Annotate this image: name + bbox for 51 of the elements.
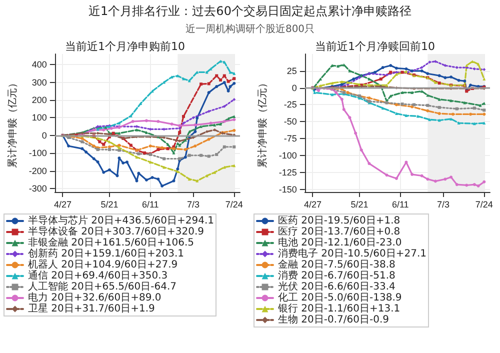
y-tick-label: 100: [32, 112, 47, 123]
x-tick-label: 7/3: [436, 200, 450, 210]
x-tick-label: 4/27: [304, 200, 322, 210]
legend-label: 机器人 20日+104.9/60日+27.9: [28, 258, 178, 270]
y-tick-label: -200: [28, 166, 47, 176]
y-tick-label: -100: [278, 150, 297, 160]
legend-label: 卫星 20日+31.7/60日+1.9: [28, 304, 155, 314]
y-tick-label: -125: [278, 167, 297, 178]
y-tick-label: -75: [284, 134, 297, 144]
chart-title: 当前近1个月净赎回前10: [315, 40, 435, 53]
chart-title: 近1个月排名行业：过去60个交易日固定起点累计净申赎路径: [88, 3, 412, 20]
legend-label: 半导体设备 20日+303.7/60日+320.9: [28, 226, 204, 238]
legend-label: 非银金融 20日+161.5/60日+106.5: [28, 236, 194, 248]
y-tick-label: -300: [28, 183, 47, 194]
text: 近一周机构调研个股近800只: [184, 22, 316, 36]
legend-label: 医药 20日-19.5/60日+1.8: [278, 214, 400, 226]
x-tick-label: 7/24: [475, 200, 493, 210]
legend-label: 医疗 20日-13.7/60日+0.8: [278, 226, 400, 238]
x-tick-label: 5/21: [100, 200, 118, 210]
legend-label: 半导体与芯片 20日+436.5/60日+294.1: [28, 214, 214, 226]
x-tick-label: 5/21: [350, 200, 368, 210]
y-tick-label: 300: [32, 77, 47, 88]
legend-label: 光伏 20日-6.6/60日-33.4: [278, 280, 396, 292]
legend-label: 银行 20日-1.1/60日+13.1: [277, 304, 400, 314]
y-tick-label: -25: [284, 100, 297, 110]
legend-label: 电力 20日+32.6/60日+89.0: [28, 292, 162, 304]
legend-label: 通信 20日+69.4/60日+350.3: [28, 270, 168, 282]
x-tick-label: 7/3: [186, 200, 200, 210]
y-tick-label: 0: [292, 82, 297, 93]
chart-subtitle: 当前近1个月净申购前10: [65, 40, 185, 53]
legend-label: 化工 20日-5.0/60日-138.9: [278, 292, 402, 304]
y-tick-label: 400: [32, 60, 47, 70]
legend-label: 创新药 20日+159.1/60日+203.1: [28, 248, 184, 260]
x-tick-label: 6/11: [142, 200, 159, 210]
legend-label: 消费电子 20日-10.5/60日+27.1: [278, 248, 427, 260]
y-tick-label: -50: [284, 116, 297, 127]
y-axis-title: 累计净申赎（亿元）: [256, 78, 268, 168]
y-tick-label: 0: [42, 130, 47, 140]
legend-label: 生物 20日-0.7/60日-0.9: [278, 314, 390, 326]
legend-label: 人工智能 20日+65.5/60日-64.7: [28, 280, 177, 292]
legend-label: 金融 20日-7.5/60日-38.8: [278, 258, 396, 270]
y-tick-label: 200: [32, 95, 47, 105]
x-tick-label: 6/11: [392, 200, 409, 210]
legend-label: 电池 20日-12.1/60日-23.0: [278, 236, 402, 248]
y-tick-label: 25: [286, 66, 297, 76]
x-tick-label: 7/24: [225, 200, 243, 210]
y-axis-title: 累计净申赎（亿元）: [6, 78, 18, 168]
y-tick-label: -100: [28, 148, 47, 158]
legend-label: 消费 20日-6.7/60日-51.8: [278, 270, 396, 282]
y-tick-label: -150: [278, 184, 297, 194]
x-tick-label: 4/27: [54, 200, 72, 210]
